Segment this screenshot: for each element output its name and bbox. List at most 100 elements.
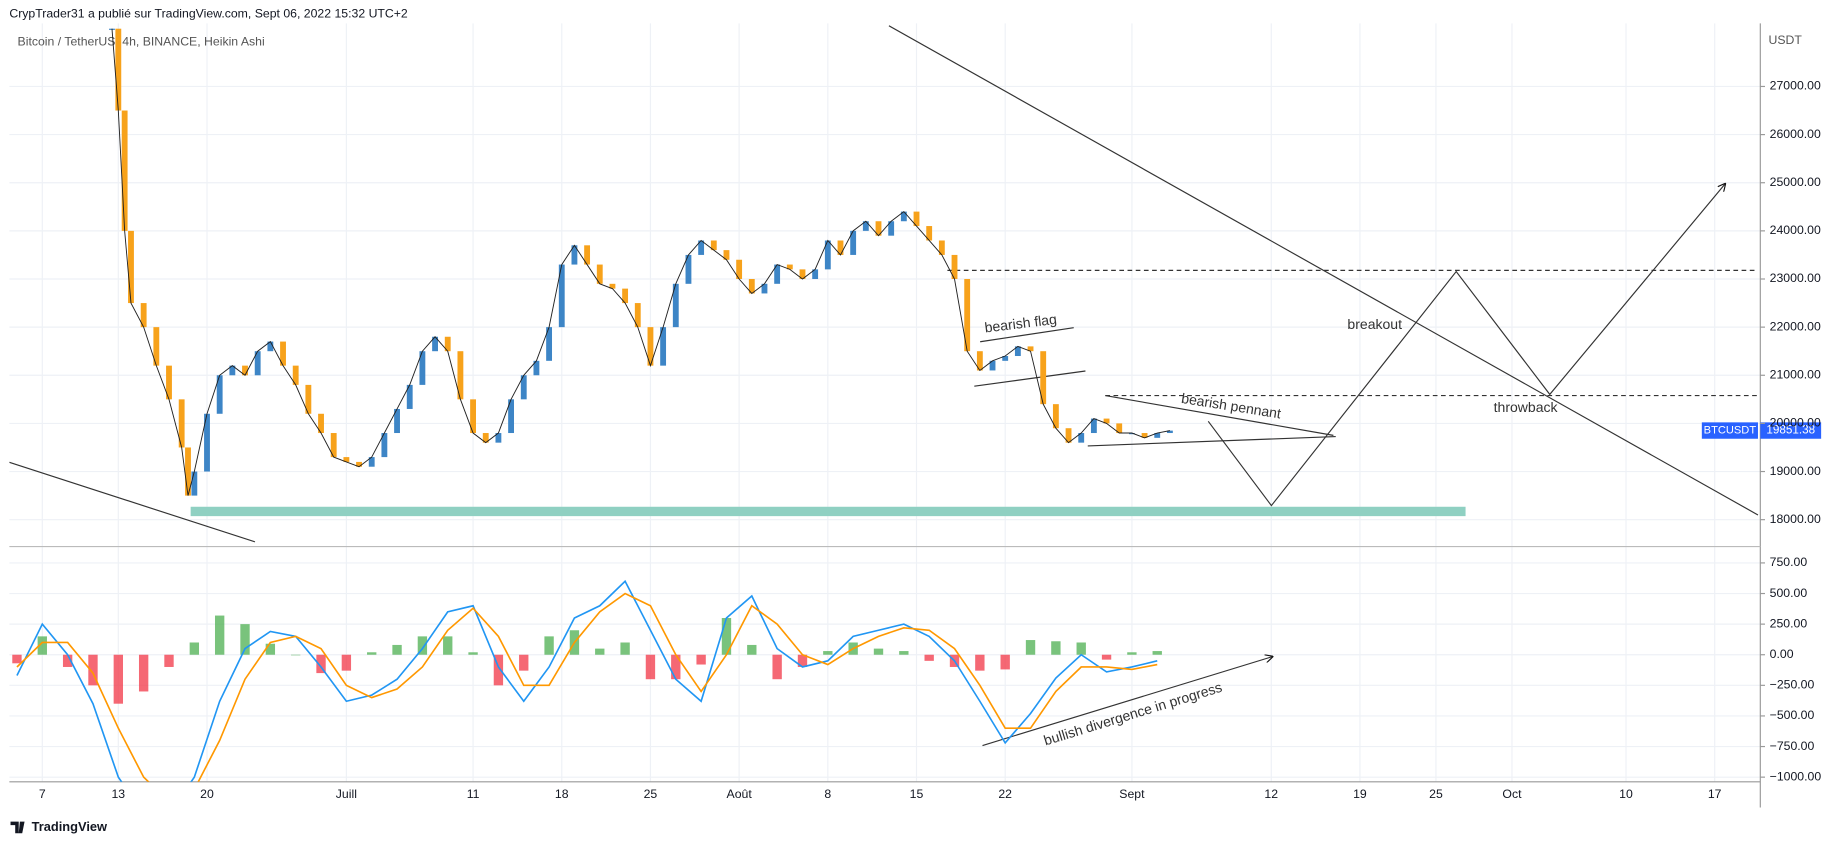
candle <box>900 211 907 222</box>
candle <box>926 226 933 241</box>
candle <box>381 433 388 458</box>
histogram-bar <box>1152 651 1162 655</box>
histogram-bar <box>873 648 884 655</box>
y-tick-label: 26000.00 <box>1770 127 1821 141</box>
x-tick-label: 8 <box>824 787 831 801</box>
candle <box>1065 428 1072 443</box>
candle <box>356 461 362 467</box>
candle <box>520 375 527 400</box>
price-tag: BTCUSDT 19851.38 <box>1701 422 1822 439</box>
annotation: bullish divergence in progress <box>1042 679 1224 749</box>
y-tick-label: 500.00 <box>1770 586 1808 600</box>
x-tick-label: 7 <box>39 787 46 801</box>
y-tick-label: −500.00 <box>1770 708 1815 722</box>
candle <box>723 250 730 260</box>
candle <box>964 278 971 352</box>
x-tick-label: 18 <box>555 787 569 801</box>
candle <box>698 240 705 255</box>
candle <box>660 327 667 366</box>
candle <box>546 327 553 361</box>
histogram-bar <box>797 654 808 667</box>
histogram-bar <box>899 651 909 655</box>
histogram-bar <box>544 636 554 655</box>
y-tick-label: 20000.00 <box>1770 416 1821 430</box>
y-tick-label: 750.00 <box>1770 555 1808 569</box>
tag-name-box <box>1701 422 1758 439</box>
histogram-bar <box>164 654 174 667</box>
candle <box>1040 351 1047 405</box>
histogram-bar <box>392 644 402 655</box>
annotation: bearish pennant <box>1180 390 1282 422</box>
histogram-bar <box>645 654 656 680</box>
histogram-bar <box>1076 642 1086 655</box>
candle <box>254 351 261 376</box>
candle <box>875 221 882 236</box>
y-tick-label: −750.00 <box>1770 739 1815 753</box>
y-tick-label: 27000.00 <box>1770 79 1821 93</box>
pennant-line <box>1087 435 1336 447</box>
histogram-bar <box>240 624 250 655</box>
candle <box>862 221 869 231</box>
x-tick-label: 15 <box>910 787 924 801</box>
x-tick-label: 25 <box>1429 787 1443 801</box>
candle <box>242 365 248 376</box>
candle <box>1002 356 1009 361</box>
symbol-info: Bitcoin / TetherUS, 4h, BINANCE, Heikin … <box>18 34 265 48</box>
candle <box>647 327 654 366</box>
candle <box>318 413 324 434</box>
pennant-line <box>1105 395 1334 436</box>
histogram-bar <box>696 654 706 665</box>
flag-line <box>974 370 1086 387</box>
candle <box>596 264 603 284</box>
candle <box>1078 433 1085 443</box>
brand-logo <box>10 821 25 834</box>
support-zone <box>190 506 1466 517</box>
histogram-bar <box>519 654 529 671</box>
candle <box>140 303 147 328</box>
candle <box>406 384 413 409</box>
candle <box>368 457 375 467</box>
trend-line <box>9 461 256 543</box>
candle <box>394 408 400 434</box>
x-tick-label: 25 <box>644 787 658 801</box>
candle <box>330 433 337 458</box>
candle <box>710 240 717 251</box>
histogram-bar <box>1051 641 1061 655</box>
candle <box>824 240 831 270</box>
histogram-bar <box>214 615 225 655</box>
candle <box>470 399 476 434</box>
histogram-bar <box>443 636 453 655</box>
tag-value: 19851.38 <box>1766 424 1815 437</box>
projection-path <box>1207 184 1725 507</box>
x-tick-label: 19 <box>1353 787 1367 801</box>
candle <box>191 471 198 496</box>
candle <box>1052 404 1059 429</box>
indicator-line <box>16 579 1158 782</box>
candle <box>976 351 983 371</box>
candle <box>634 303 641 328</box>
candle <box>1090 418 1097 434</box>
histogram-bar <box>113 654 123 704</box>
histogram-bar <box>975 654 985 671</box>
candle <box>115 28 122 111</box>
histogram-bar <box>189 642 200 655</box>
histogram-bar <box>12 654 22 664</box>
y-tick-label: 0.00 <box>1770 647 1794 661</box>
candle <box>229 365 236 376</box>
candle <box>1103 418 1110 424</box>
histogram-bar <box>62 654 73 667</box>
candle <box>672 283 679 328</box>
y-tick-label: 19000.00 <box>1770 464 1821 478</box>
tag-value-box <box>1760 422 1822 439</box>
candle <box>748 278 755 294</box>
y-tick-label: 23000.00 <box>1770 271 1821 285</box>
histogram-bar <box>341 654 352 671</box>
candle <box>812 269 819 279</box>
y-tick-label: 250.00 <box>1770 616 1808 630</box>
y-tick-label: 22000.00 <box>1770 319 1821 333</box>
candle <box>419 351 426 385</box>
histogram-bar <box>671 654 681 680</box>
candle <box>508 399 515 434</box>
histogram-bar <box>823 651 833 655</box>
